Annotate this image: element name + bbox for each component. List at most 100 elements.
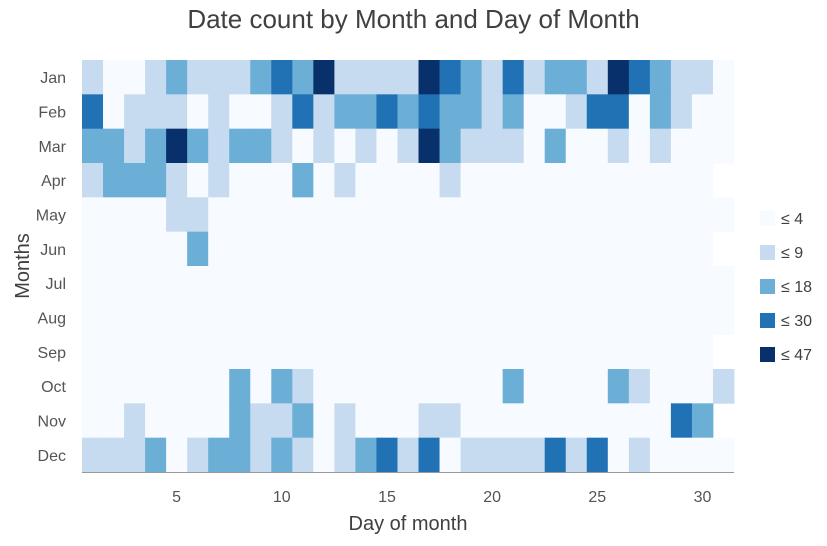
heatmap-cell bbox=[187, 437, 209, 473]
heatmap-cell bbox=[649, 369, 672, 404]
heatmap-cell bbox=[124, 163, 146, 198]
heatmap-cell bbox=[628, 437, 651, 473]
heatmap-cell bbox=[418, 231, 440, 267]
heatmap-cell bbox=[229, 369, 251, 404]
heatmap-cell bbox=[103, 266, 125, 301]
heatmap-cell bbox=[418, 334, 440, 370]
heatmap-cell bbox=[103, 128, 125, 164]
heatmap-cell bbox=[355, 60, 377, 95]
heatmap-cell bbox=[649, 163, 672, 198]
y-tick-label: Jun bbox=[40, 242, 66, 259]
y-tick-label: Sep bbox=[38, 345, 67, 362]
heatmap-cell bbox=[271, 94, 293, 130]
heatmap-cell bbox=[670, 369, 693, 404]
heatmap-cell bbox=[271, 197, 293, 233]
heatmap-cell bbox=[229, 163, 251, 198]
heatmap-cell bbox=[460, 300, 483, 336]
heatmap-cell bbox=[82, 231, 104, 267]
heatmap-cell bbox=[397, 163, 419, 198]
heatmap-cell bbox=[691, 403, 714, 439]
legend-label: ≤ 18 bbox=[781, 279, 812, 296]
heatmap-cell bbox=[628, 231, 651, 267]
heatmap-cell bbox=[691, 60, 714, 95]
heatmap-cell bbox=[649, 197, 672, 233]
heatmap-cell bbox=[292, 163, 314, 198]
heatmap-cell bbox=[292, 334, 314, 370]
heatmap-cell bbox=[292, 128, 314, 164]
heatmap-cell bbox=[460, 437, 483, 473]
heatmap-cell bbox=[145, 60, 167, 95]
heatmap-cell bbox=[166, 437, 188, 473]
heatmap-cell bbox=[397, 334, 419, 370]
heatmap-cell bbox=[439, 197, 461, 233]
heatmap-cell bbox=[145, 300, 167, 336]
heatmap-cell bbox=[418, 403, 440, 439]
heatmap-cell bbox=[502, 163, 525, 198]
heatmap-cell bbox=[649, 300, 672, 336]
heatmap-cell bbox=[691, 334, 714, 370]
heatmap-cell bbox=[208, 266, 230, 301]
heatmap-cell bbox=[544, 163, 567, 198]
heatmap-cell bbox=[124, 403, 146, 439]
heatmap-cell bbox=[628, 94, 651, 130]
heatmap-cell bbox=[607, 128, 630, 164]
heatmap-cell bbox=[82, 403, 104, 439]
heatmap-cell bbox=[82, 369, 104, 404]
y-tick-label: Apr bbox=[41, 173, 67, 190]
heatmap-cell bbox=[313, 437, 335, 473]
heatmap-cell bbox=[628, 60, 651, 95]
heatmap-cell bbox=[355, 266, 377, 301]
heatmap-cell bbox=[82, 128, 104, 164]
heatmap-cell bbox=[292, 231, 314, 267]
heatmap-cell bbox=[649, 60, 672, 95]
heatmap-cell bbox=[250, 403, 272, 439]
heatmap-cell bbox=[586, 231, 609, 267]
heatmap-cell bbox=[607, 437, 630, 473]
heatmap-cell bbox=[229, 94, 251, 130]
heatmap-cell bbox=[481, 60, 504, 95]
heatmap-cell bbox=[397, 266, 419, 301]
heatmap-cell bbox=[628, 403, 651, 439]
heatmap-cell bbox=[544, 437, 567, 473]
heatmap-cell bbox=[502, 300, 525, 336]
heatmap-cell bbox=[334, 334, 356, 370]
heatmap-cell bbox=[355, 403, 377, 439]
heatmap-cell bbox=[208, 94, 230, 130]
heatmap-cell bbox=[292, 300, 314, 336]
heatmap-cell bbox=[544, 266, 567, 301]
heatmap-cell bbox=[292, 60, 314, 95]
x-tick-label: 10 bbox=[273, 489, 291, 506]
heatmap-cell bbox=[82, 60, 104, 95]
heatmap-cell bbox=[124, 437, 146, 473]
heatmap-cell bbox=[82, 197, 104, 233]
heatmap-cell bbox=[250, 128, 272, 164]
heatmap-cell bbox=[82, 94, 104, 130]
heatmap-cell bbox=[418, 437, 440, 473]
heatmap-cell bbox=[292, 94, 314, 130]
heatmap-cell bbox=[208, 231, 230, 267]
heatmap-cell bbox=[103, 300, 125, 336]
heatmap-cell bbox=[166, 94, 188, 130]
heatmap-cell bbox=[187, 334, 209, 370]
heatmap-cell bbox=[313, 300, 335, 336]
heatmap-cell bbox=[691, 437, 714, 473]
heatmap-cell bbox=[649, 94, 672, 130]
heatmap-cell bbox=[208, 369, 230, 404]
heatmap-cell bbox=[313, 128, 335, 164]
heatmap-cell bbox=[124, 197, 146, 233]
y-tick-label: May bbox=[36, 208, 66, 225]
heatmap-cell bbox=[712, 437, 735, 473]
heatmap-cell bbox=[607, 94, 630, 130]
heatmap-cell bbox=[460, 231, 483, 267]
heatmap-cell bbox=[691, 369, 714, 404]
heatmap-cell bbox=[712, 60, 735, 95]
heatmap-cell bbox=[523, 334, 546, 370]
heatmap-cell bbox=[544, 369, 567, 404]
heatmap-cell bbox=[670, 334, 693, 370]
heatmap-cell bbox=[376, 334, 398, 370]
heatmap-cell bbox=[544, 197, 567, 233]
heatmap-cell bbox=[208, 163, 230, 198]
heatmap-cell bbox=[418, 163, 440, 198]
heatmap-cell bbox=[565, 94, 588, 130]
heatmap-cell bbox=[691, 94, 714, 130]
